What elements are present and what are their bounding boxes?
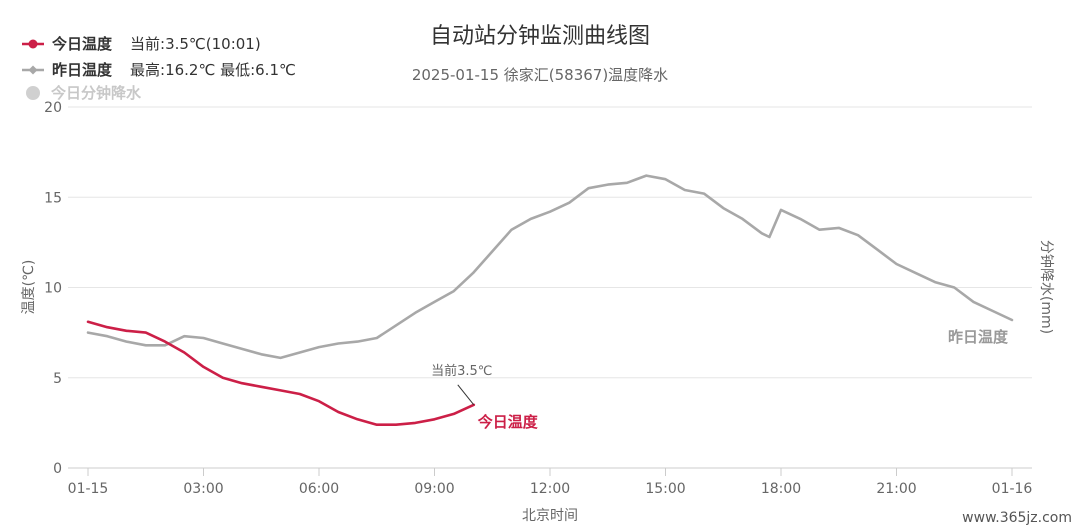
- x-tick-label: 15:00: [645, 481, 685, 497]
- yesterday-end-label: 昨日温度: [948, 328, 1009, 346]
- series-layer: [86, 174, 1014, 427]
- x-tick-label: 09:00: [414, 481, 454, 497]
- x-tick-label: 01-15: [68, 481, 109, 497]
- legend-label-rain: 今日分钟降水: [51, 84, 142, 102]
- current-leader-line: [457, 384, 475, 406]
- x-tick-label: 03:00: [183, 481, 223, 497]
- x-tick-label: 01-16: [992, 481, 1033, 497]
- today-end-label: 今日温度: [477, 413, 539, 431]
- y-tick-label: 0: [53, 461, 62, 477]
- current-value-label: 当前3.5℃: [431, 363, 492, 379]
- y-tick-label: 5: [53, 371, 62, 387]
- y2-axis-title: 分钟降水(mm): [1038, 240, 1055, 334]
- chart-grid: [68, 106, 1032, 379]
- chart-title: 自动站分钟监测曲线图: [429, 24, 650, 49]
- y-tick-label: 20: [44, 100, 62, 116]
- legend-marker-rain: [26, 85, 40, 100]
- series-line-today: [86, 320, 476, 427]
- y-axis-ticks: 0 5 10 15 20: [44, 100, 62, 477]
- legend-label-today: 今日温度: [52, 35, 113, 53]
- chart-subtitle: 2025-01-15 徐家汇(58367)温度降水: [411, 66, 669, 84]
- watermark: www.365jz.com: [962, 510, 1072, 526]
- legend-item-yesterday[interactable]: 昨日温度 最高:16.2℃ 最低:6.1℃: [22, 59, 296, 80]
- x-tick-label: 21:00: [876, 481, 916, 497]
- legend-info-today: 当前:3.5℃(10:01): [130, 35, 261, 53]
- legend-item-today[interactable]: 今日温度 当前:3.5℃(10:01): [22, 33, 261, 54]
- x-tick-label: 18:00: [761, 481, 801, 497]
- series-line-yesterday: [86, 174, 1014, 360]
- x-tick-label: 12:00: [530, 481, 570, 497]
- legend-marker-yesterday: [22, 65, 44, 74]
- y-axis-title: 温度(℃): [21, 260, 37, 315]
- legend-info-yesterday: 最高:16.2℃ 最低:6.1℃: [130, 61, 296, 79]
- y-tick-label: 10: [44, 281, 62, 297]
- y-tick-label: 15: [44, 190, 62, 206]
- annotations: 当前3.5℃ 今日温度 昨日温度: [431, 328, 1009, 431]
- x-axis: 01-15 03:00 06:00 09:00 12:00 15:00 18:00 21:00…: [68, 467, 1033, 497]
- legend-label-yesterday: 昨日温度: [52, 61, 113, 79]
- legend-item-rain[interactable]: 今日分钟降水: [24, 82, 141, 103]
- x-tick-label: 06:00: [299, 481, 339, 497]
- legend-marker-today: [22, 39, 44, 48]
- x-axis-title: 北京时间: [522, 508, 578, 524]
